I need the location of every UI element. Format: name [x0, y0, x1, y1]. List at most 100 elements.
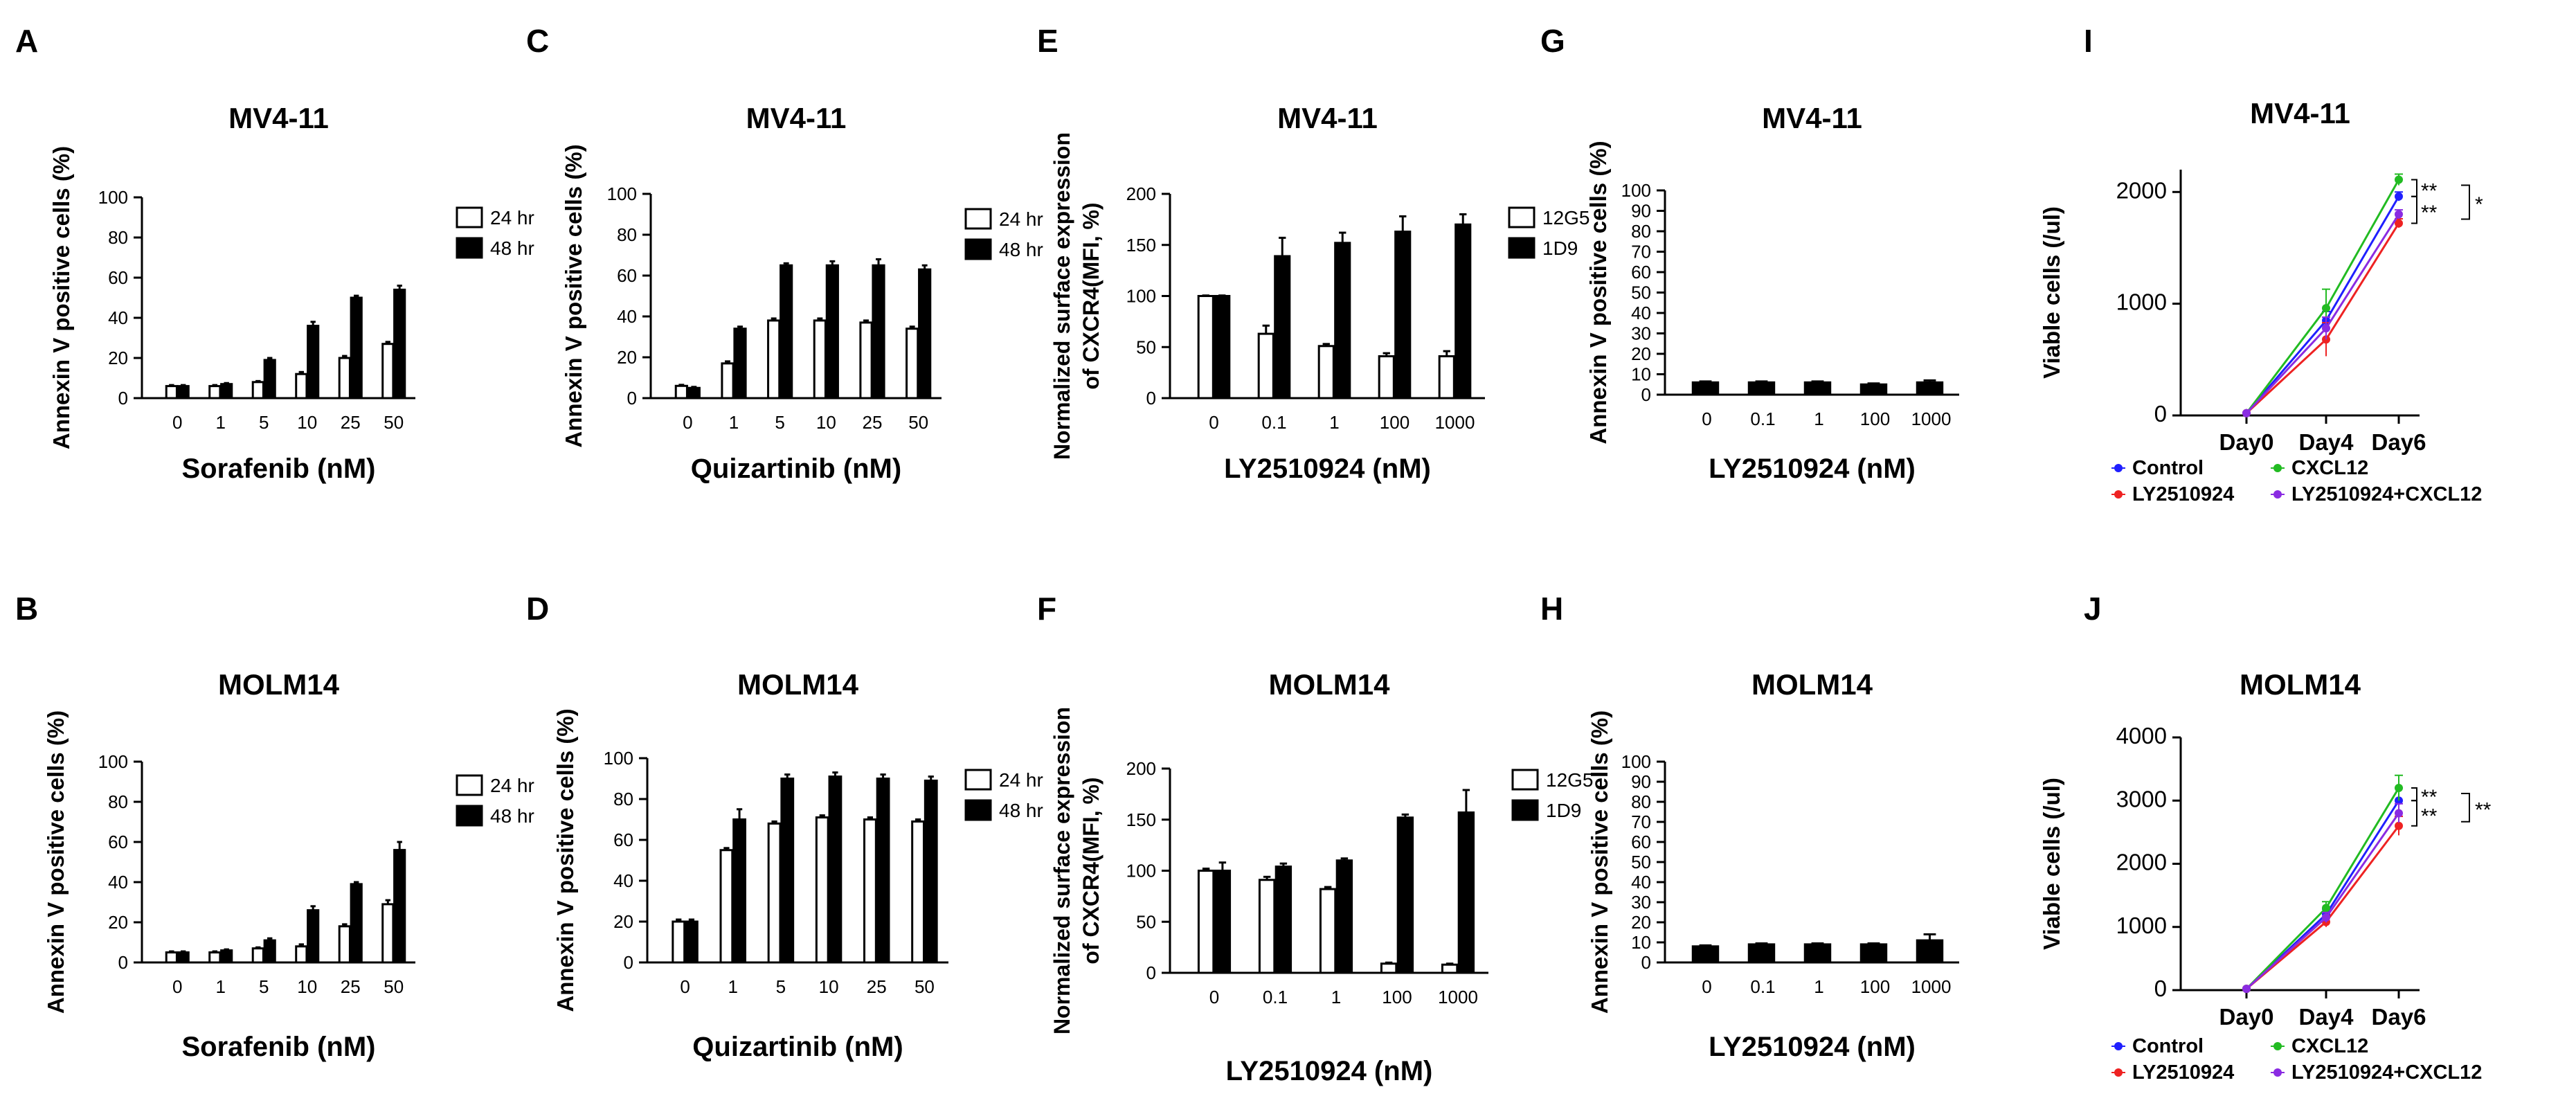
legend-label: 48 hr	[999, 239, 1043, 260]
bar	[1334, 242, 1351, 400]
bar	[1317, 345, 1335, 400]
y-tick-label: 40	[613, 870, 633, 891]
y-tick-label: 80	[1631, 221, 1651, 242]
legend-label: 1D9	[1542, 237, 1578, 259]
chart-title: MV4-11	[2250, 97, 2350, 129]
legend-swatch	[964, 208, 992, 230]
bar	[825, 264, 839, 400]
chart-title: MOLM14	[2240, 668, 2361, 701]
x-axis-label: Sorafenib (nM)	[182, 454, 376, 484]
x-tick-label: 1000	[1438, 987, 1478, 1007]
bar	[813, 319, 827, 400]
bar	[732, 818, 746, 964]
y-tick-label: 50	[1136, 911, 1156, 932]
significance-label: **	[2421, 201, 2438, 224]
y-tick-label: 30	[1631, 892, 1651, 913]
panel-e: E MV4-11 0 50 100 150 200 0 0.1 1 100 1000LY2510924…	[1037, 23, 1590, 484]
y-tick-label: 40	[617, 306, 637, 327]
bar	[1916, 381, 1944, 396]
bar	[1691, 945, 1720, 964]
bar	[1747, 381, 1776, 396]
y-tick-label: 60	[617, 265, 637, 286]
y-tick-label: 70	[1631, 811, 1651, 832]
y-tick-label: 80	[617, 224, 637, 245]
chart-title: MOLM14	[1268, 668, 1390, 701]
y-tick-label: 0	[1146, 962, 1156, 983]
x-tick-label: 10	[819, 976, 839, 997]
bar	[177, 385, 190, 400]
bar	[719, 849, 734, 964]
panel-i: I MV4-11 0 1000 2000 Day0 Day4 Day6 Viable cells…	[2039, 23, 2483, 505]
bar	[1803, 381, 1832, 396]
panel-letter: E	[1037, 23, 1059, 59]
bar	[393, 288, 406, 400]
data-point	[2395, 210, 2403, 219]
bar	[685, 920, 699, 964]
bar	[263, 359, 276, 400]
bar	[815, 816, 829, 964]
significance-bracket	[2411, 787, 2417, 802]
legend-swatch	[964, 238, 992, 260]
x-tick-label: 1	[728, 976, 738, 997]
x-axis-label: Quizartinib (nM)	[691, 454, 901, 484]
bar	[251, 381, 264, 400]
panel-letter: F	[1037, 591, 1056, 627]
x-tick-label: 25	[341, 976, 361, 997]
data-point	[2395, 175, 2403, 184]
x-tick-label: 10	[297, 976, 317, 997]
data-point	[2322, 324, 2330, 333]
x-tick-label: 0	[1702, 976, 1711, 997]
x-tick-label: Day6	[2372, 429, 2426, 455]
y-tick-label: 10	[1631, 932, 1651, 953]
bar	[767, 319, 781, 400]
panel-j: J MOLM14 0 1000 2000 3000 4000 Day0 Day4 Day6 Viab…	[2039, 591, 2492, 1084]
x-axis-label: LY2510924 (nM)	[1226, 1056, 1433, 1086]
y-tick-label: 3000	[2116, 786, 2167, 811]
bar	[863, 818, 877, 964]
chart-title: MV4-11	[228, 102, 329, 134]
bar	[1380, 962, 1398, 974]
panel-b: B MOLM14 0 20 40 60 80 100 0 1 5 10 25 50 Sorafenib (n…	[15, 591, 534, 1062]
panel-letter: H	[1540, 591, 1563, 627]
bar	[733, 328, 747, 400]
panel-d: D MOLM14 0 20 40 60 80 100 0 1 5 10 25 50 Quizartinib …	[526, 591, 1043, 1062]
x-tick-label: 50	[384, 412, 404, 433]
legend-label: 24 hr	[999, 208, 1043, 230]
bar	[220, 383, 233, 400]
bar	[307, 909, 320, 964]
bar	[1274, 255, 1291, 400]
x-tick-label: 100	[1380, 412, 1409, 433]
y-tick-label: 40	[108, 307, 128, 328]
bar	[906, 328, 919, 400]
legend-label: CXCL12	[2291, 1035, 2368, 1057]
x-tick-label: 25	[341, 412, 361, 433]
y-tick-label: 40	[1631, 872, 1651, 893]
x-tick-label: 10	[297, 412, 317, 433]
y-tick-label: 0	[627, 388, 637, 409]
legend-label: 1D9	[1546, 800, 1581, 821]
significance-label: **	[2421, 180, 2438, 203]
panel-f: F MOLM14 0 50 100 150 200 0 0.1 1 100 1000 LY2510924…	[1037, 591, 1594, 1086]
y-tick-label: 100	[98, 187, 128, 208]
legend-label: CXCL12	[2291, 457, 2368, 479]
y-axis-label: Normalized surface expression	[1050, 707, 1074, 1034]
data-point	[2395, 821, 2403, 830]
y-tick-label: 150	[1126, 235, 1156, 255]
legend-label: 24 hr	[490, 775, 534, 796]
y-tick-label: 4000	[2116, 723, 2167, 748]
y-axis-label: Annexin V positive cells (%)	[552, 708, 578, 1012]
legend-label: 48 hr	[999, 800, 1043, 821]
chart-title: MV4-11	[1277, 102, 1378, 134]
y-tick-label: 2000	[2116, 850, 2167, 875]
y-axis-label: of CXCR4(MFI, %)	[1079, 202, 1104, 389]
x-tick-label: 0	[1209, 412, 1218, 433]
legend-swatch	[964, 799, 992, 821]
data-point	[2395, 784, 2403, 792]
y-tick-label: 0	[118, 388, 128, 409]
panel-c: C MV4-11 0 20 40 60 80 100 0 1 5 10 25 50 Quizartinib …	[526, 23, 1043, 484]
y-tick-label: 1000	[2116, 289, 2167, 315]
x-tick-label: 25	[863, 412, 883, 433]
bar	[1319, 888, 1337, 974]
